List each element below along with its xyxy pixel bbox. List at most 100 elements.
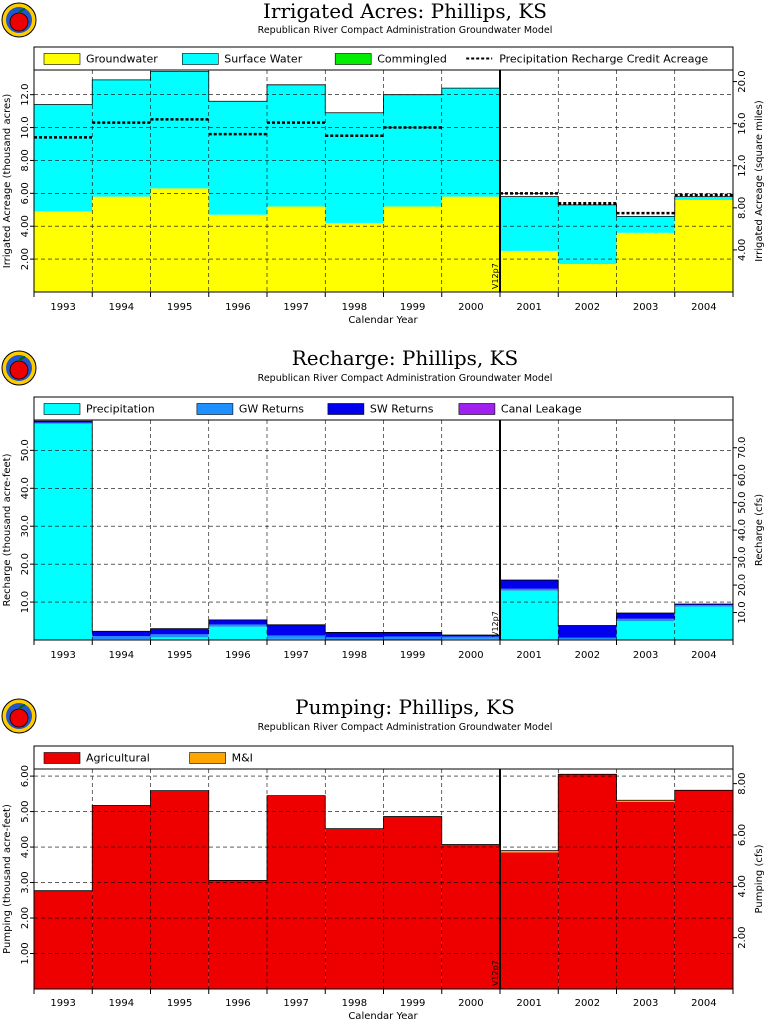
bar-gw-returns-1996 — [208, 624, 267, 627]
bar-agricultural-2000 — [441, 844, 500, 989]
ytick-label-left-2: 30.0 — [20, 515, 31, 537]
chart-title: Pumping: Phillips, KS — [295, 695, 515, 719]
ytick-label-right-2: 30.0 — [737, 546, 748, 568]
bar-agricultural-1995 — [150, 790, 209, 989]
ytick-label-left-5: 6.00 — [20, 765, 31, 787]
bar-surface-water-1993 — [34, 104, 93, 212]
legend-swatch-2 — [334, 53, 372, 65]
ytick-label-left-1: 4.00 — [20, 215, 31, 237]
bar-precipitation-1995 — [150, 637, 209, 640]
x-tick-label-2000: 2000 — [458, 302, 483, 313]
bar-m-i-2003 — [616, 800, 675, 802]
bar-groundwater-2000 — [441, 196, 500, 292]
legend-label-2: SW Returns — [370, 403, 434, 416]
version-marker-label: V12p7 — [491, 611, 500, 637]
x-tick-label-1997: 1997 — [283, 998, 308, 1009]
ytick-label-left-0: 1.00 — [20, 942, 31, 964]
bar-agricultural-2002 — [558, 774, 617, 989]
ytick-label-left-1: 2.00 — [20, 907, 31, 929]
x-tick-label-1998: 1998 — [342, 650, 367, 661]
ytick-label-left-4: 5.00 — [20, 800, 31, 822]
bar-groundwater-2004 — [674, 199, 733, 292]
y-axis-label-right: Pumping (cfs) — [754, 844, 765, 913]
bar-surface-water-1996 — [208, 101, 267, 215]
ytick-label-right-0: 4.00 — [737, 239, 748, 261]
x-tick-label-2002: 2002 — [575, 302, 600, 313]
x-tick-label-1997: 1997 — [283, 650, 308, 661]
chart-subtitle: Republican River Compact Administration … — [258, 25, 553, 36]
ytick-label-left-3: 4.00 — [20, 836, 31, 858]
legend-label-1: GW Returns — [239, 403, 304, 416]
x-tick-label-1993: 1993 — [50, 650, 75, 661]
bar-agricultural-1994 — [92, 805, 151, 989]
x-tick-label-2001: 2001 — [516, 302, 541, 313]
legend-swatch-0 — [43, 752, 81, 764]
ytick-label-right-1: 4.00 — [737, 875, 748, 897]
bar-surface-water-2003 — [616, 216, 675, 233]
bar-precipitation-2000 — [441, 638, 500, 640]
logo-apple — [9, 12, 29, 32]
ytick-label-right-1: 8.00 — [737, 197, 748, 219]
bar-sw-returns-1995 — [150, 628, 209, 635]
bar-groundwater-2001 — [500, 250, 559, 292]
bar-sw-returns-1999 — [383, 632, 442, 637]
chart-panel-2: Recharge: Phillips, KS Republican River C… — [1, 346, 765, 661]
bar-gw-returns-1998 — [325, 637, 384, 640]
y-axis-label-left: Irrigated Acreage (thousand acres) — [2, 94, 13, 269]
ytick-label-left-3: 40.0 — [20, 477, 31, 499]
legend-label-1: Surface Water — [224, 53, 302, 66]
bar-gw-returns-1995 — [150, 634, 209, 638]
bar-sw-returns-2002 — [558, 625, 617, 638]
bar-precipitation-1993 — [34, 423, 93, 640]
bar-surface-water-1998 — [325, 112, 384, 223]
x-tick-label-2004: 2004 — [691, 650, 716, 661]
legend-swatch-0 — [43, 53, 81, 65]
bar-surface-water-1994 — [92, 79, 151, 197]
legend-label-0: Groundwater — [86, 53, 158, 66]
series-total-outline — [33, 773, 734, 989]
ytick-label-left-4: 10.0 — [20, 116, 31, 138]
chart-panel-1: Irrigated Acres: Phillips, KS Republican … — [1, 0, 765, 326]
bar-sw-returns-1997 — [267, 624, 326, 636]
chart-panel-3: Pumping: Phillips, KS Republican River Co… — [1, 695, 765, 1022]
y-axis-label-right: Recharge (cfs) — [754, 494, 765, 566]
bar-agricultural-1993 — [34, 890, 93, 989]
legend-label-3: Canal Leakage — [501, 403, 582, 416]
x-axis-label: Calendar Year — [348, 315, 418, 326]
logo-leaf — [18, 8, 26, 14]
x-tick-label-2001: 2001 — [516, 650, 541, 661]
bar-surface-water-2004 — [674, 196, 733, 200]
bar-gw-returns-1994 — [92, 636, 151, 640]
logo-leaf — [18, 356, 26, 362]
legend-label-1: M&I — [232, 752, 253, 765]
ytick-label-left-1: 20.0 — [20, 553, 31, 575]
legend-label-0: Precipitation — [86, 403, 155, 416]
bar-surface-water-1997 — [267, 84, 326, 207]
y-axis-label-left: Pumping (thousand acre-feet) — [2, 804, 13, 954]
ytick-label-left-2: 6.00 — [20, 182, 31, 204]
x-tick-label-2002: 2002 — [575, 650, 600, 661]
ytick-label-right-3: 16.0 — [737, 113, 748, 135]
ytick-label-left-0: 2.00 — [20, 248, 31, 270]
y-axis-label-right: Irrigated Acreage (square miles) — [754, 100, 765, 262]
bar-surface-water-1999 — [383, 94, 442, 207]
bar-surface-water-1995 — [150, 71, 209, 189]
ytick-label-right-1: 20.0 — [737, 574, 748, 596]
x-tick-label-1995: 1995 — [167, 302, 192, 313]
ytick-label-right-3: 40.0 — [737, 519, 748, 541]
x-tick-label-1999: 1999 — [400, 302, 425, 313]
legend-label-2: Commingled — [377, 53, 447, 66]
chart-subtitle: Republican River Compact Administration … — [258, 722, 553, 733]
x-tick-label-2000: 2000 — [458, 650, 483, 661]
bar-surface-water-2000 — [441, 88, 500, 197]
bar-groundwater-2002 — [558, 264, 617, 292]
x-tick-label-1996: 1996 — [225, 998, 250, 1009]
ytick-label-right-2: 6.00 — [737, 824, 748, 846]
ytick-label-right-5: 60.0 — [737, 464, 748, 486]
x-tick-label-2004: 2004 — [691, 998, 716, 1009]
legend-label-0: Agricultural — [86, 752, 150, 765]
logo-apple — [9, 708, 29, 728]
bar-surface-water-2001 — [500, 196, 559, 251]
legend-swatch-1 — [189, 752, 226, 764]
